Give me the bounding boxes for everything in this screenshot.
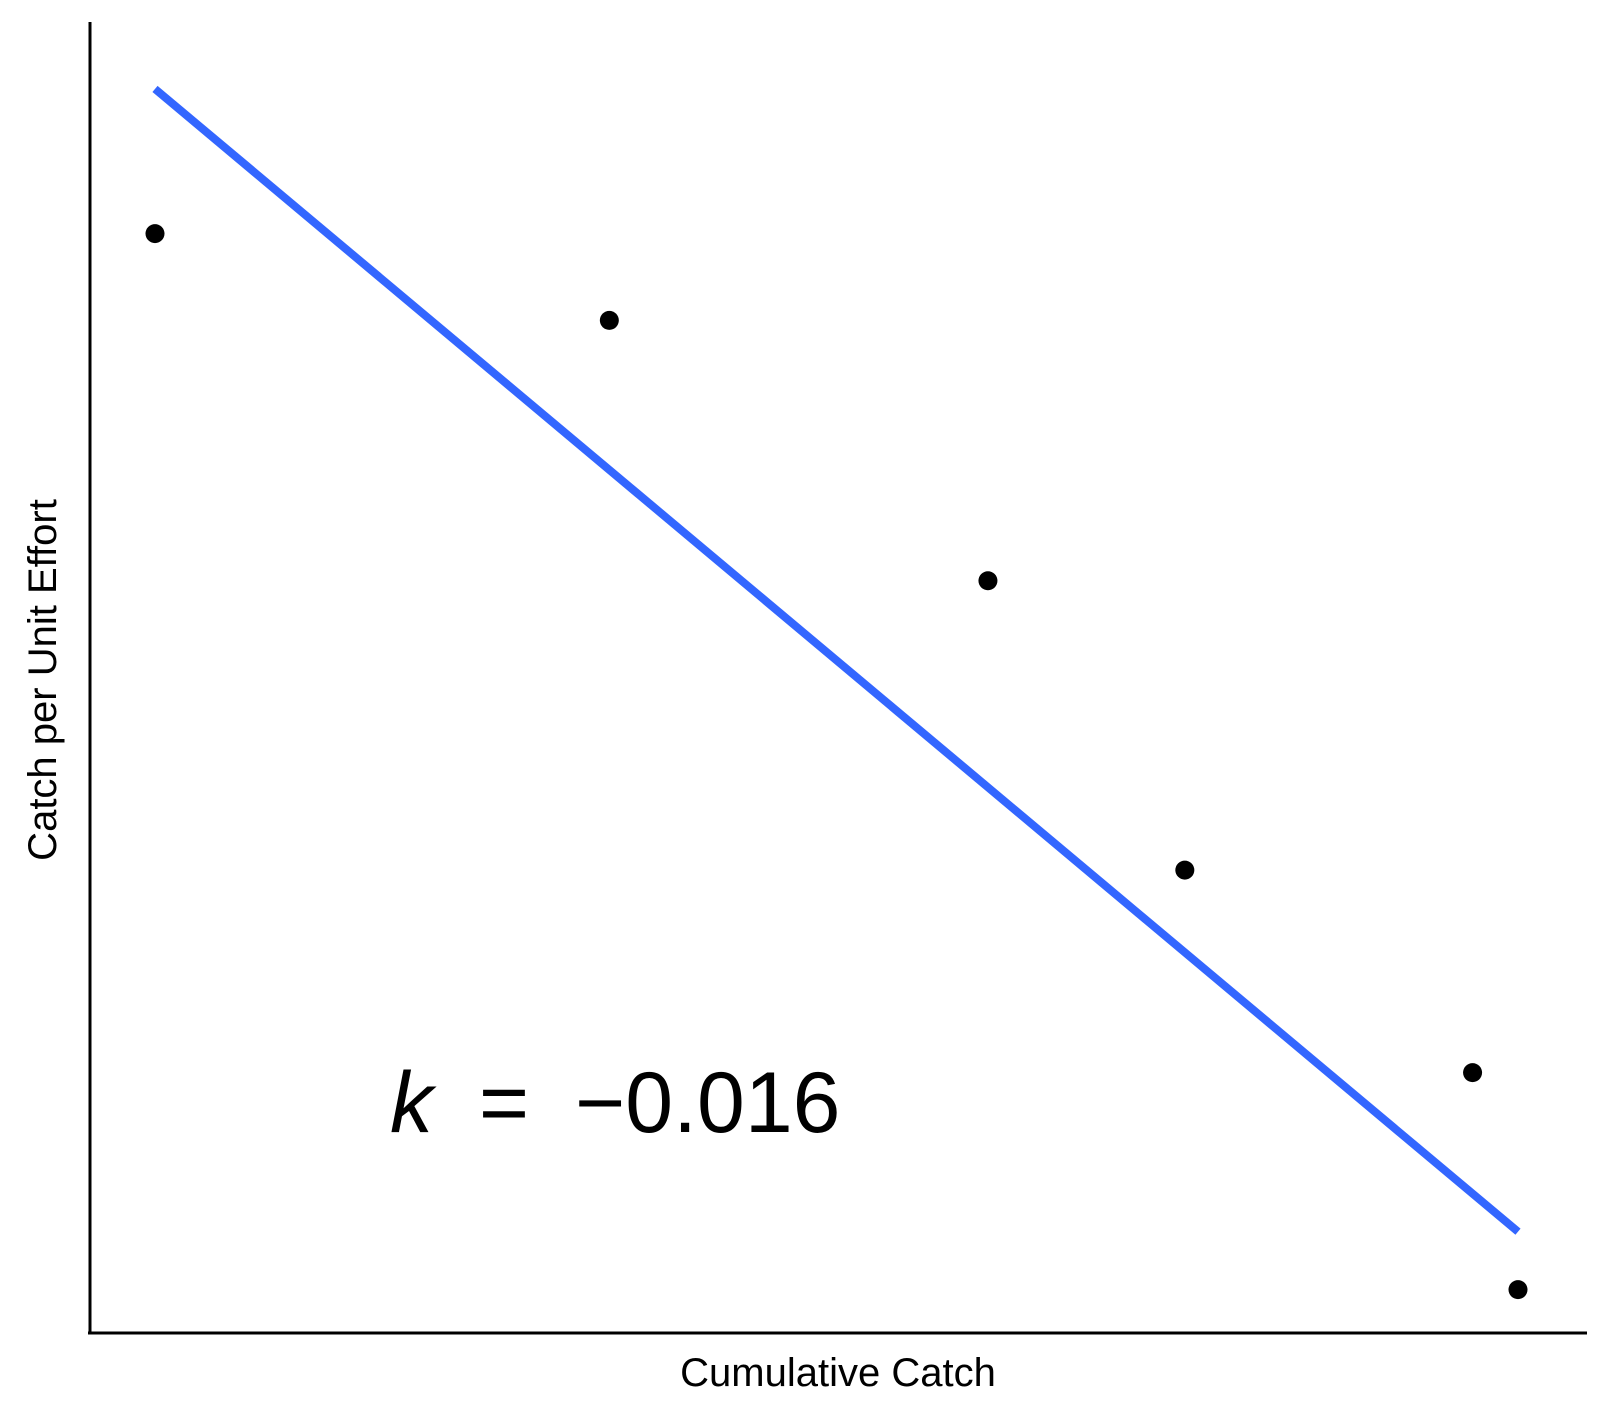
plot-area bbox=[88, 22, 1587, 1335]
y-axis-title: Catch per Unit Effort bbox=[21, 499, 65, 861]
data-point bbox=[145, 224, 165, 244]
slope-annotation: k = −0.016 bbox=[390, 1055, 840, 1151]
fit-line bbox=[152, 85, 1521, 1235]
x-axis-title: Cumulative Catch bbox=[680, 1351, 996, 1395]
data-point bbox=[1463, 1063, 1483, 1083]
fit-line-layer bbox=[152, 85, 1521, 1235]
slope-symbol: k bbox=[390, 1055, 437, 1151]
data-point bbox=[978, 571, 998, 591]
slope-equals: = bbox=[479, 1055, 529, 1151]
data-point bbox=[599, 310, 619, 330]
points-layer bbox=[145, 224, 1528, 1300]
data-point bbox=[1508, 1280, 1528, 1300]
slope-value: −0.016 bbox=[575, 1055, 840, 1151]
data-point bbox=[1175, 860, 1195, 880]
